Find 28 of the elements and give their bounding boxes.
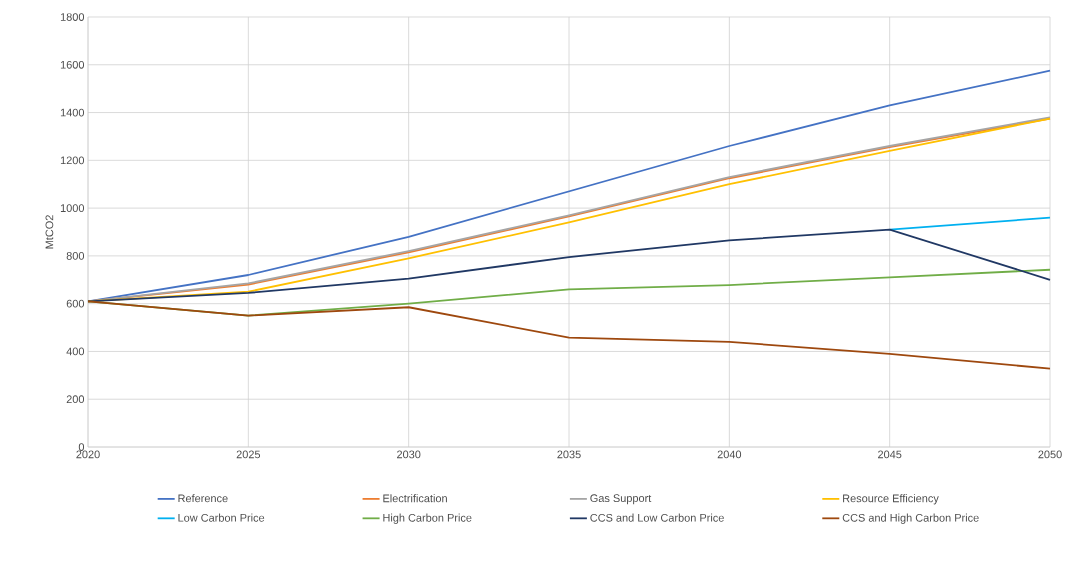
x-tick-label: 2040 (717, 450, 742, 459)
y-tick-label: 400 (66, 347, 85, 356)
y-tick-label: 1400 (60, 108, 85, 117)
x-tick-label: 2050 (1038, 450, 1062, 459)
legend-label: High Carbon Price (383, 513, 472, 524)
y-tick-label: 1200 (60, 156, 85, 165)
y-tick-label: 600 (66, 299, 85, 308)
x-tick-label: 2020 (76, 450, 100, 459)
y-tick-label: 200 (66, 395, 85, 404)
y-tick-label: 1600 (60, 60, 85, 69)
y-tick-label: 800 (66, 252, 85, 260)
x-tick-label: 2045 (878, 450, 902, 459)
legend-label: Low Carbon Price (178, 513, 265, 522)
legend-label: Resource Efficiency (843, 494, 939, 505)
x-tick-label: 2030 (397, 450, 421, 459)
line-series (87, 228, 1051, 303)
y-tick-label: 0 (78, 443, 85, 451)
y-tick-label: 1000 (60, 204, 85, 212)
x-tick-label: 2035 (557, 450, 581, 459)
line-series (87, 300, 1051, 370)
legend-label: Gas Support (590, 494, 652, 505)
legend-label: CCS and High Carbon Price (842, 513, 979, 524)
legend-label: Reference (178, 494, 228, 503)
legend-label: CCS and Low Carbon Price (590, 513, 724, 522)
x-tick-label: 2025 (236, 450, 261, 459)
legend-label: Electrification (383, 494, 447, 503)
y-axis-title: MtCO2 (45, 215, 54, 249)
y-tick-label: 1800 (60, 13, 85, 21)
